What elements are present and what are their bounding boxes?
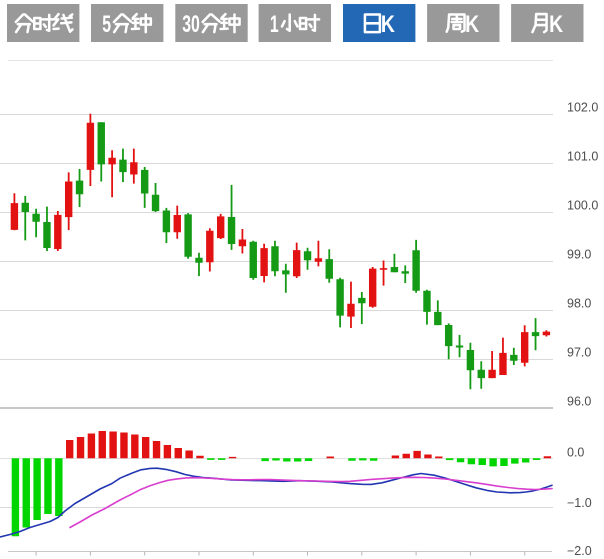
- svg-text:97.0: 97.0: [567, 345, 591, 359]
- svg-text:98.0: 98.0: [567, 296, 591, 310]
- svg-text:102.0: 102.0: [567, 100, 598, 114]
- svg-text:1: 1: [270, 11, 279, 38]
- svg-text:0.0: 0.0: [567, 445, 584, 459]
- svg-text:−1.0: −1.0: [567, 496, 592, 510]
- svg-text:101.0: 101.0: [567, 149, 598, 163]
- svg-text:100.0: 100.0: [567, 198, 598, 212]
- svg-text:5: 5: [102, 11, 111, 38]
- svg-text:30: 30: [182, 11, 200, 38]
- svg-text:K: K: [549, 11, 564, 38]
- svg-text:−2.0: −2.0: [567, 544, 592, 558]
- svg-text:K: K: [381, 11, 396, 38]
- svg-text:99.0: 99.0: [567, 247, 591, 261]
- svg-text:K: K: [465, 11, 480, 38]
- svg-text:96.0: 96.0: [567, 394, 591, 408]
